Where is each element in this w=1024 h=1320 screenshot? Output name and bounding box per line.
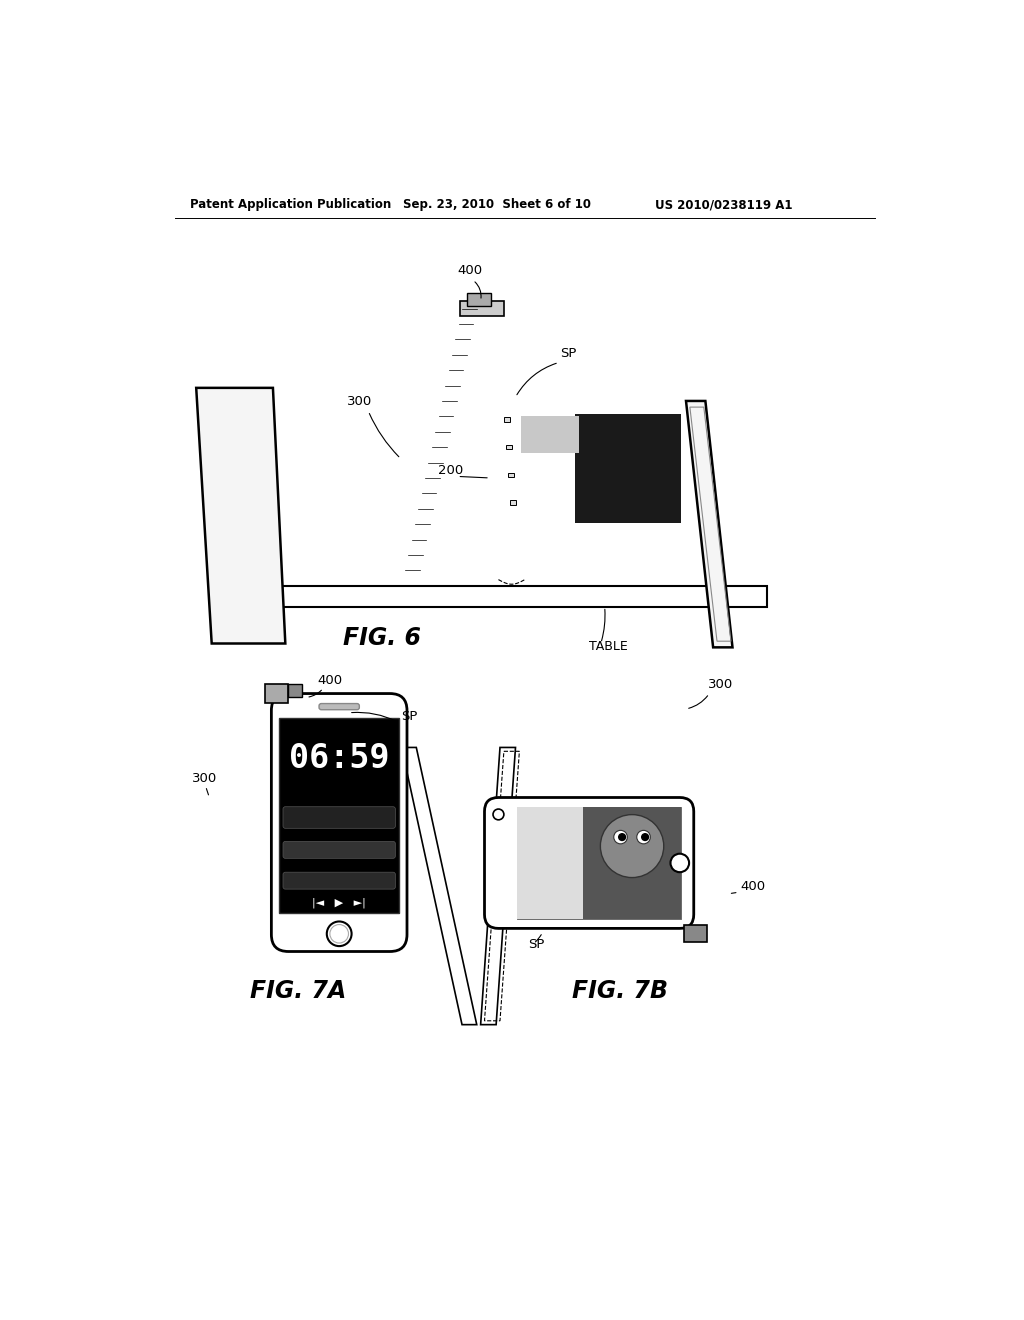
Text: FIG. 6: FIG. 6	[343, 626, 422, 649]
Bar	[280, 718, 399, 913]
Text: Sep. 23, 2010  Sheet 6 of 10: Sep. 23, 2010 Sheet 6 of 10	[403, 198, 591, 211]
Circle shape	[613, 830, 628, 843]
Text: FIG. 7A: FIG. 7A	[251, 978, 347, 1003]
Bar	[517, 807, 681, 919]
Circle shape	[493, 809, 504, 820]
Text: |◄   ▶   ►|: |◄ ▶ ►|	[312, 898, 366, 908]
Bar	[510, 500, 516, 506]
Text: SP: SP	[528, 937, 545, 950]
Text: 300: 300	[191, 772, 217, 785]
Text: 400: 400	[458, 264, 482, 277]
Bar	[280, 586, 767, 607]
Polygon shape	[480, 747, 515, 1024]
Bar	[684, 924, 707, 942]
Text: 300: 300	[708, 678, 733, 692]
Text: TABLE: TABLE	[589, 640, 628, 652]
Circle shape	[600, 814, 664, 878]
FancyBboxPatch shape	[283, 841, 395, 858]
Circle shape	[330, 924, 348, 942]
Bar	[289, 684, 302, 697]
Circle shape	[618, 834, 626, 841]
Bar	[517, 807, 681, 919]
Circle shape	[327, 921, 351, 946]
Text: US 2010/0238119 A1: US 2010/0238119 A1	[655, 198, 793, 211]
Polygon shape	[521, 416, 580, 453]
Text: FIG. 7B: FIG. 7B	[572, 978, 668, 1003]
FancyBboxPatch shape	[271, 693, 407, 952]
Polygon shape	[197, 388, 286, 644]
Text: 400: 400	[740, 880, 765, 892]
Text: SP: SP	[400, 710, 417, 723]
Polygon shape	[401, 747, 477, 1024]
Bar	[506, 445, 512, 449]
Bar	[265, 684, 289, 702]
Circle shape	[642, 834, 648, 841]
Polygon shape	[686, 401, 732, 647]
Circle shape	[671, 854, 689, 873]
Bar	[461, 301, 504, 317]
FancyBboxPatch shape	[283, 807, 395, 829]
Text: 06:59: 06:59	[289, 742, 389, 775]
Circle shape	[637, 830, 650, 843]
Text: Patent Application Publication: Patent Application Publication	[190, 198, 391, 211]
Polygon shape	[574, 414, 681, 523]
Bar	[467, 293, 490, 306]
Text: SP: SP	[560, 347, 577, 360]
Text: 200: 200	[438, 465, 463, 477]
FancyBboxPatch shape	[283, 873, 395, 890]
Bar	[504, 417, 510, 422]
FancyBboxPatch shape	[319, 704, 359, 710]
Bar	[517, 807, 583, 919]
Text: 400: 400	[317, 675, 343, 688]
Bar	[508, 473, 514, 478]
Text: 300: 300	[346, 395, 372, 408]
FancyBboxPatch shape	[484, 797, 693, 928]
